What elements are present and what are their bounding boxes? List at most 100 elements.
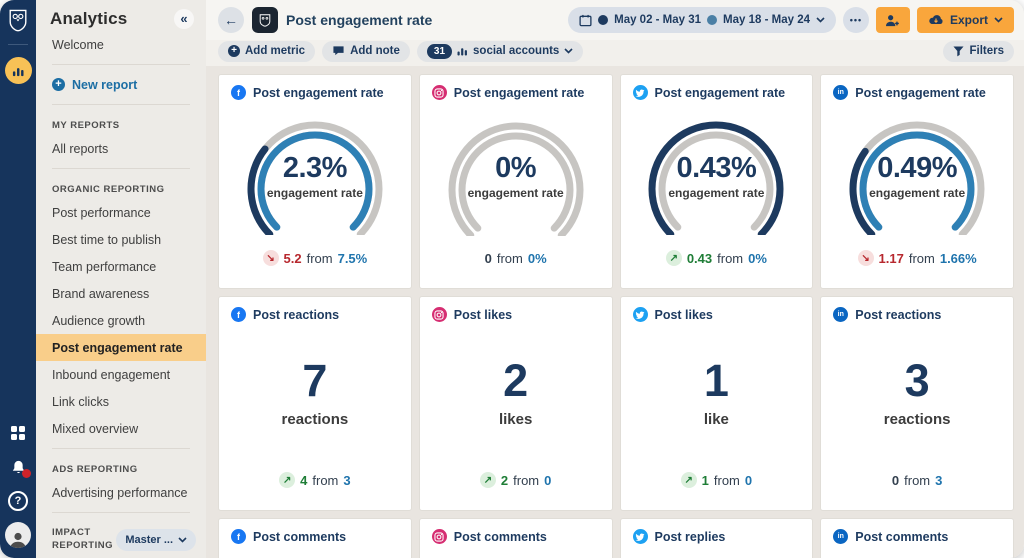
metric-value: 3 [904, 355, 930, 406]
engagement-gauge [448, 121, 584, 236]
gauge-area: 2.3% engagement rate [231, 100, 399, 246]
sidebar-item-welcome[interactable]: Welcome [52, 37, 104, 52]
add-metric-button[interactable]: + Add metric [218, 40, 316, 62]
metric-label: engagement rate [467, 186, 564, 200]
sidebar-section-my-reports: MY REPORTS [52, 120, 120, 131]
collapse-sidebar-button[interactable]: « [174, 9, 194, 29]
instagram-icon [431, 307, 447, 322]
apps-grid-icon[interactable] [5, 420, 31, 446]
card-header: f Post engagement rate [231, 85, 399, 100]
previous-value[interactable]: 1.66% [939, 250, 977, 266]
invite-member-button[interactable] [875, 7, 910, 33]
sidebar-item-post-engagement-rate[interactable]: Post engagement rate [36, 334, 206, 361]
big-number-area: 1 like [633, 314, 801, 468]
master-dropdown[interactable]: Master ... [116, 528, 196, 551]
bar-chart-icon [457, 48, 467, 56]
sidebar-item-all-reports[interactable]: All reports [52, 141, 109, 156]
trend-down-icon: ↘ [857, 250, 874, 266]
metric-card-facebook-post-reactions[interactable]: f Post reactions 7 reactions ↗ 4 from 3 [218, 296, 412, 511]
metric-card-twitter-post-engagement-rate[interactable]: Post engagement rate 0.43% engagement rate… [619, 74, 814, 289]
rail-divider [8, 44, 28, 45]
twitter-icon [632, 307, 648, 322]
report-main: ← Post engagement rate May 02 - May 31 M… [206, 0, 1024, 558]
previous-value[interactable]: 0 [744, 472, 753, 488]
report-toolbar: + Add metric Add note 31 social accounts… [206, 40, 1024, 66]
add-note-button[interactable]: Add note [322, 40, 410, 62]
delta-value: 5.2 [283, 250, 302, 266]
engagement-gauge [648, 121, 784, 235]
card-title: Post comments [855, 529, 949, 544]
new-report-button[interactable]: + New report [36, 71, 206, 98]
filter-funnel-icon [953, 45, 965, 56]
previous-value[interactable]: 7.5% [337, 250, 368, 266]
delta-value: 2 [500, 472, 509, 488]
plus-icon: + [228, 45, 240, 57]
change-indicator: ↗ 4 from 3 [231, 472, 399, 488]
engagement-gauge [849, 121, 985, 235]
trend-down-icon: ↘ [262, 250, 279, 266]
sidebar-divider [52, 104, 190, 105]
change-indicator: ↗ 2 from 0 [432, 472, 600, 488]
metric-card-instagram-post-likes[interactable]: Post likes 2 likes ↗ 2 from 0 [418, 296, 613, 511]
change-indicator: ↘ 1.17 from 1.66% [833, 250, 1001, 266]
gauge-center-text: 2.3% engagement rate [231, 152, 399, 200]
previous-value[interactable]: 3 [343, 472, 351, 488]
sidebar-item-inbound-engagement[interactable]: Inbound engagement [52, 367, 171, 382]
previous-value[interactable]: 0% [527, 251, 547, 266]
metric-card-linkedin-post-engagement-rate[interactable]: in Post engagement rate 0.49% engagement ra… [820, 74, 1014, 289]
sidebar-item-brand-awareness[interactable]: Brand awareness [52, 286, 150, 301]
metric-label: engagement rate [668, 186, 765, 200]
hootsuite-owl-logo[interactable] [6, 8, 30, 34]
gauge-area: 0.49% engagement rate [833, 100, 1001, 246]
sidebar-item-advertising-performance[interactable]: Advertising performance [52, 485, 188, 500]
notifications-bell-icon[interactable] [5, 454, 31, 480]
sidebar-nav: Welcome + New report MY REPORTS All reports O… [36, 31, 206, 553]
big-number-area: 3 reactions [833, 314, 1001, 469]
accounts-count-badge: 31 [426, 43, 453, 59]
from-word: from [496, 251, 523, 266]
back-button[interactable]: ← [218, 7, 244, 33]
metric-card-instagram-post-comments[interactable]: Post comments [418, 518, 613, 558]
metric-card-linkedin-post-comments[interactable]: in Post comments [820, 518, 1014, 558]
card-title: Post engagement rate [453, 85, 585, 100]
sidebar-item-team-performance[interactable]: Team performance [52, 259, 157, 274]
export-button[interactable]: Export [916, 7, 1014, 33]
sidebar-item-post-performance[interactable]: Post performance [52, 205, 151, 220]
change-indicator: ↘ 5.2 from 7.5% [231, 250, 399, 266]
metric-card-linkedin-post-reactions[interactable]: in Post reactions 3 reactions 0 from 3 [820, 296, 1014, 511]
user-avatar[interactable] [5, 522, 31, 548]
notification-badge [22, 469, 31, 478]
card-header: Post likes [431, 307, 600, 322]
sidebar-item-best-time-to-publish[interactable]: Best time to publish [52, 232, 162, 247]
metric-card-twitter-post-likes[interactable]: Post likes 1 like ↗ 1 from 0 [619, 296, 814, 511]
big-number-area: 7 reactions [231, 314, 399, 468]
card-header: Post engagement rate [431, 85, 600, 100]
social-accounts-selector[interactable]: 31 social accounts [416, 40, 584, 62]
big-number-area: 2 likes [432, 314, 600, 468]
app-rail: ? [0, 0, 36, 558]
previous-value[interactable]: 0% [748, 250, 767, 266]
filters-button[interactable]: Filters [943, 40, 1014, 62]
sidebar-item-link-clicks[interactable]: Link clicks [52, 394, 109, 409]
sidebar-section-ads-reporting: ADS REPORTING [52, 464, 138, 475]
analytics-nav-icon[interactable] [4, 57, 32, 84]
plus-icon: + [52, 78, 65, 91]
chevron-down-icon [994, 17, 1003, 23]
sidebar-item-mixed-overview[interactable]: Mixed overview [52, 421, 139, 436]
metric-value: 7 [302, 354, 328, 406]
metric-card-facebook-post-comments[interactable]: f Post comments [218, 518, 412, 558]
metric-value: 2.3% [282, 152, 348, 184]
trend-up-icon: ↗ [479, 472, 496, 488]
more-options-button[interactable]: ••• [842, 7, 869, 33]
sidebar-item-audience-growth[interactable]: Audience growth [52, 313, 146, 328]
help-icon[interactable]: ? [5, 488, 31, 514]
metric-card-twitter-post-replies[interactable]: Post replies [619, 518, 814, 558]
card-header: in Post comments [833, 529, 1001, 544]
card-header: Post comments [431, 529, 600, 544]
previous-value[interactable]: 3 [935, 473, 943, 488]
date-range-picker[interactable]: May 02 - May 31 May 18 - May 24 [568, 7, 836, 33]
metric-card-facebook-post-engagement-rate[interactable]: f Post engagement rate 2.3% engagement rate… [218, 74, 412, 289]
metric-card-instagram-post-engagement-rate[interactable]: Post engagement rate 0% engagement rate 0 fr… [418, 74, 613, 289]
delta-value: 1.17 [878, 250, 904, 266]
previous-value[interactable]: 0 [544, 472, 552, 488]
